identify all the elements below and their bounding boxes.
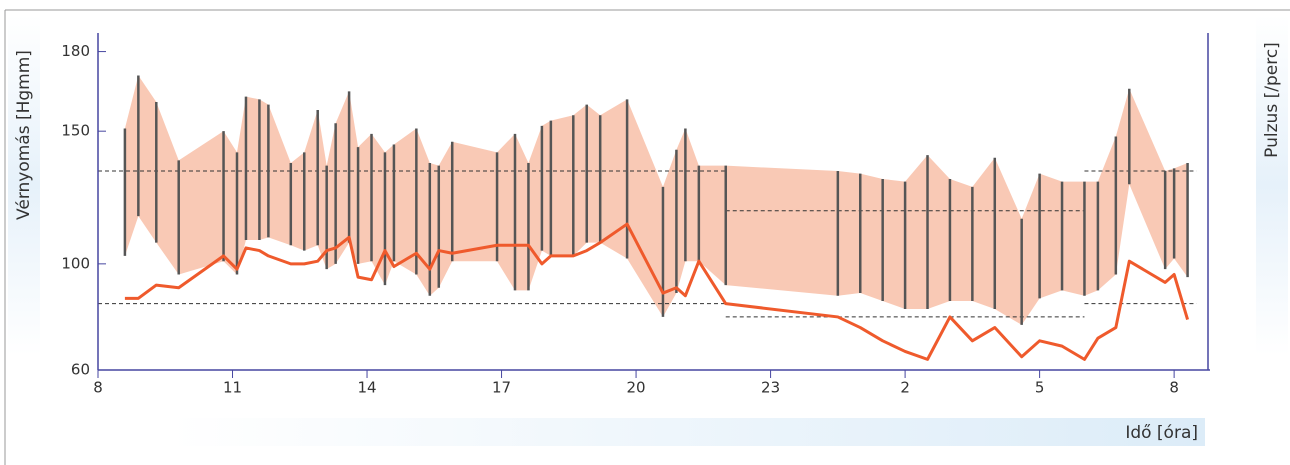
- y-axis-label: Vérnyomás [Hgmm]: [14, 50, 34, 220]
- pulse-line: [124, 222, 1190, 361]
- x-tick-label: 2: [900, 379, 910, 397]
- bp-band: [124, 75, 1188, 325]
- x-axis-label: Idő [óra]: [1125, 423, 1198, 443]
- x-tick-label: 5: [1035, 379, 1045, 397]
- x-tick-label: 17: [492, 379, 511, 397]
- y-tick-label: 60: [71, 361, 90, 379]
- x-tick-label: 23: [761, 379, 780, 397]
- y-tick-label: 150: [61, 122, 90, 140]
- y2-axis-label: Pulzus [/perc]: [1262, 42, 1282, 158]
- x-label-strip: [170, 418, 1205, 446]
- x-tick-label: 8: [93, 379, 103, 397]
- y2-label-strip: [1256, 15, 1288, 355]
- y-tick-label: 100: [61, 254, 90, 272]
- x-tick-label: 11: [223, 379, 242, 397]
- y-label-strip: [8, 15, 40, 355]
- x-tick-label: 8: [1169, 379, 1179, 397]
- y-tick-label: 180: [61, 42, 90, 60]
- x-tick-label: 14: [357, 379, 376, 397]
- x-tick-label: 20: [627, 379, 646, 397]
